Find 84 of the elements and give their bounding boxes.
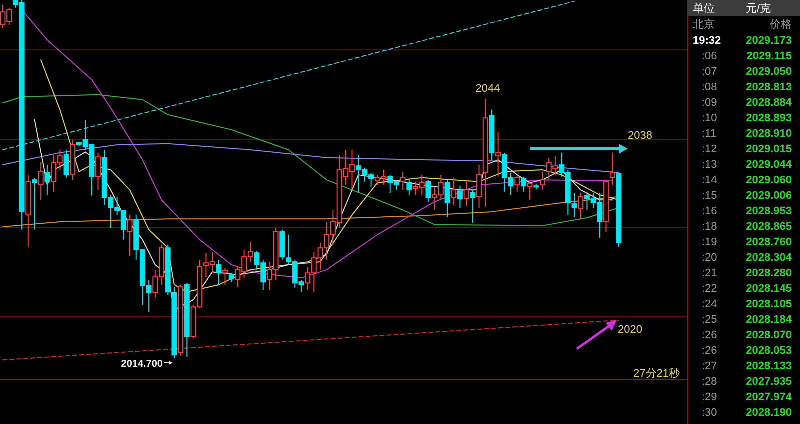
text: 2028.184 [746,314,793,326]
candlestick [64,150,70,178]
text: 2029.050 [746,66,792,78]
candlestick [444,180,450,218]
text: 2028.813 [746,82,792,94]
candlestick [464,180,470,206]
text: :13 [702,159,718,171]
candlestick [514,174,520,192]
text: 价格 [769,19,792,31]
text: :16 [702,206,718,218]
text: :14 [702,174,718,186]
text: :12 [702,144,718,156]
text: 2014.700 [121,359,164,370]
text: :28 [702,376,718,388]
candlestick [540,171,546,191]
text: 2028.053 [746,345,792,357]
candlestick [400,171,406,191]
candlestick [406,180,412,196]
annotation: 2020 [618,324,642,336]
candlestick [470,190,476,224]
candlestick [496,132,502,178]
annotation: 2044 [476,83,500,95]
text: 2029.173 [746,35,792,47]
candlestick [222,268,228,286]
candlestick [216,259,222,286]
text: :18 [702,221,718,233]
text: 2029.060 [746,174,792,186]
text: 27分21秒 [634,368,680,380]
text: 2028.304 [746,252,793,264]
text: 2028.910 [746,128,792,140]
text: :19 [702,236,718,248]
text: 2038 [628,130,652,142]
text: 2029.115 [746,50,792,62]
text: :26 [702,330,718,342]
text: :08 [702,82,718,94]
text: 2028.280 [746,268,792,280]
text: 2029.015 [746,144,792,156]
text: 2029.006 [746,190,792,202]
text: 元/克 [746,2,772,15]
candlestick [44,164,50,196]
text: 19:32 [693,35,722,47]
text: :10 [702,112,718,124]
text: 单位 [693,2,715,15]
text: 2028.893 [746,112,792,124]
text: :24 [702,298,718,310]
text: 2027.935 [746,376,792,388]
text: 2028.133 [746,360,792,372]
text: :20 [702,252,718,264]
text: 2028.884 [746,97,793,109]
text: 2028.070 [746,330,792,342]
text: :26 [702,345,718,357]
candlestick [127,214,133,256]
candlestick [610,152,616,186]
text: :07 [702,66,718,78]
candlestick [96,152,101,191]
text: 2028.760 [746,236,792,248]
text: :27 [702,360,718,372]
candlestick [457,186,463,208]
text: :06 [702,50,718,62]
candlestick [426,180,432,202]
candlestick [578,192,584,220]
candlestick [520,176,526,192]
text: :09 [702,97,718,109]
text: 2028.105 [746,298,792,310]
candlestick [38,162,44,201]
text: :22 [702,283,718,295]
text: 2028.865 [746,221,792,233]
text: :11 [702,128,716,140]
text: 2029.044 [746,159,793,171]
text: 北京 [693,18,715,31]
candlestick [451,177,457,206]
text: :25 [702,314,718,326]
text: 2028.145 [746,283,792,295]
candlestick [527,180,533,201]
candlestick [32,177,38,230]
text: :30 [702,407,718,419]
candlestick [476,164,482,208]
text: 2027.974 [746,392,793,404]
text: :29 [702,392,718,404]
text: 2028.953 [746,206,792,218]
candlestick [572,192,578,218]
text: 2028.190 [746,407,792,419]
text: :15 [702,190,718,202]
text: :21 [702,268,718,280]
